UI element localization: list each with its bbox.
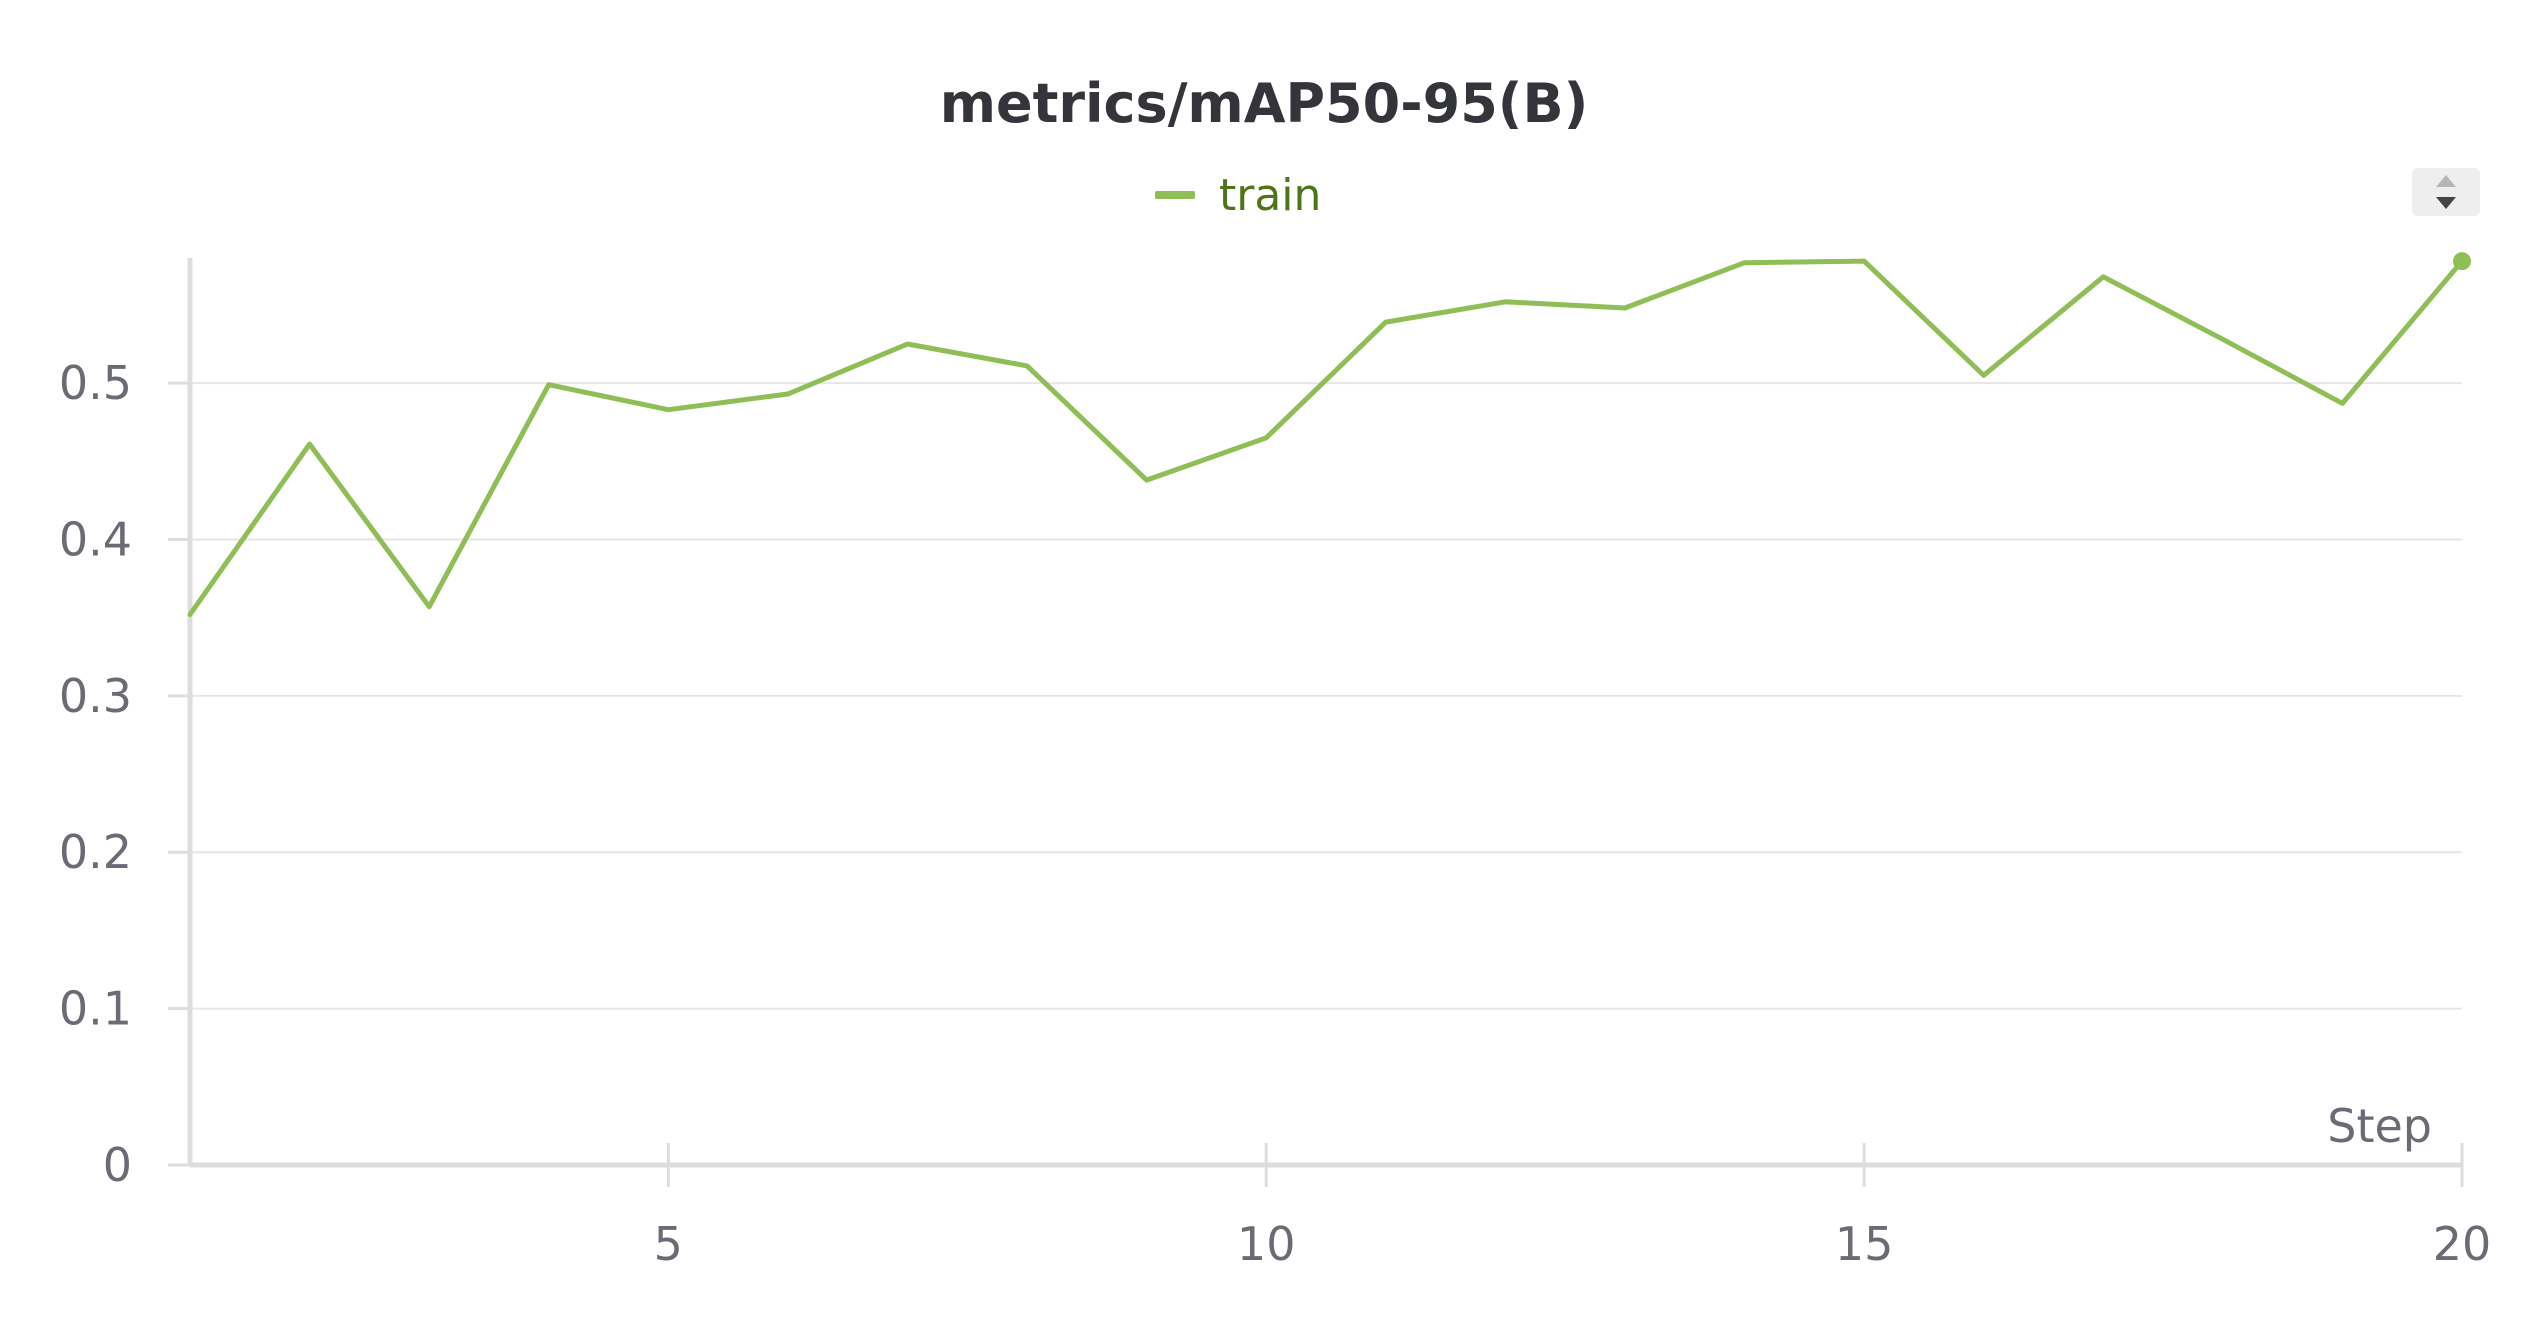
last-point-marker[interactable] <box>2453 252 2471 271</box>
legend[interactable]: train <box>1155 165 1321 225</box>
legend-swatch <box>1155 191 1195 199</box>
legend-label-train: train <box>1219 169 1322 221</box>
x-tick-label: 5 <box>654 1217 683 1271</box>
y-tick-label: 0 <box>103 1138 132 1192</box>
y-tick-label: 0.5 <box>59 356 132 410</box>
series-line-train <box>187 258 2465 617</box>
chart-title: metrics/mAP50-95(B) <box>939 72 1589 135</box>
legend-scroll-button[interactable] <box>2412 168 2480 216</box>
x-tick-label: 20 <box>2433 1217 2492 1271</box>
y-tick-label: 0.1 <box>59 982 132 1036</box>
x-tick-label: 15 <box>1835 1217 1894 1271</box>
x-tick-label: 10 <box>1237 1217 1296 1271</box>
y-tick-label: 0.2 <box>59 825 132 879</box>
y-tick-label: 0.3 <box>59 669 132 723</box>
y-tick-label: 0.4 <box>59 512 132 566</box>
x-axis-label: Step <box>2327 1099 2432 1153</box>
up-down-caret-icon <box>2436 175 2456 209</box>
